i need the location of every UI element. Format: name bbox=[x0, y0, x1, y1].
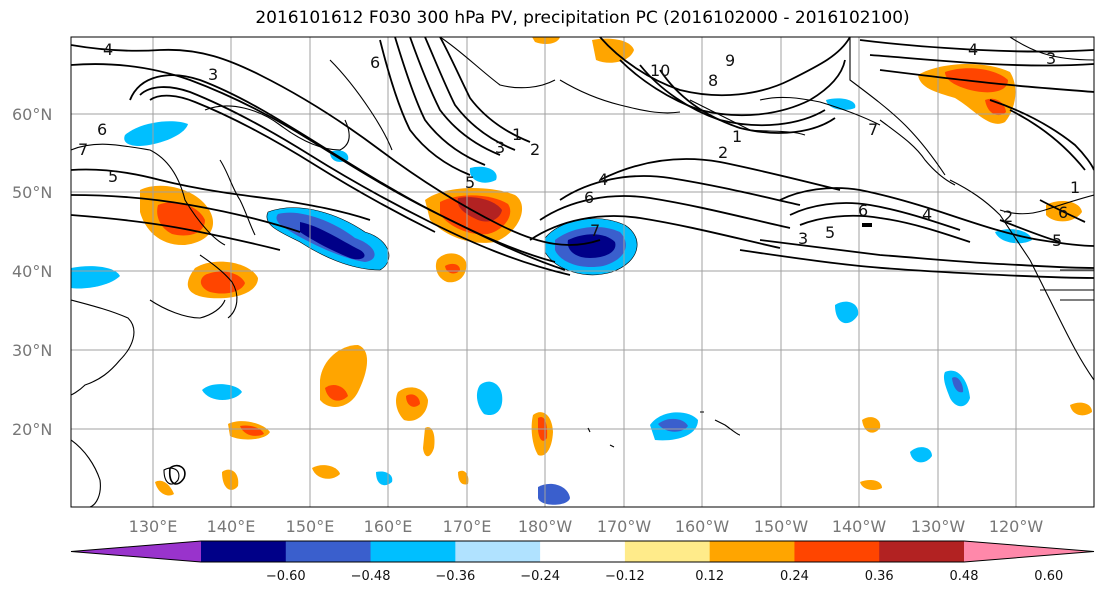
contour-label: 2 bbox=[718, 143, 728, 162]
contour-label: 7 bbox=[868, 120, 878, 139]
contour-label: 5 bbox=[1052, 231, 1062, 250]
lon-label: 130°W bbox=[911, 517, 966, 536]
colorbar-swatch bbox=[370, 541, 456, 562]
contour-label: 7 bbox=[78, 140, 88, 159]
contour-label: 1 bbox=[1070, 178, 1080, 197]
colorbar-tick-label: 0.12 bbox=[695, 569, 724, 584]
contour-label: 10 bbox=[650, 61, 670, 80]
contour-label: 1 bbox=[512, 125, 522, 144]
colorbar-swatch bbox=[794, 541, 880, 562]
colorbar-swatch bbox=[540, 541, 626, 562]
contour-label: 6 bbox=[858, 201, 868, 220]
lon-label: 120°W bbox=[989, 517, 1044, 536]
contour-label: 5 bbox=[825, 223, 835, 242]
contour-label: 5 bbox=[465, 173, 475, 192]
colorbar-swatch bbox=[624, 541, 711, 562]
colorbar-swatch bbox=[709, 541, 795, 562]
coastlines bbox=[71, 37, 1094, 507]
map-frame bbox=[70, 36, 1095, 508]
colorbar-tick-label: −0.60 bbox=[266, 569, 306, 584]
graticule bbox=[71, 37, 1094, 507]
colorbar-tick-label: −0.24 bbox=[520, 569, 560, 584]
lon-label: 160°W bbox=[675, 517, 730, 536]
colorbar-outline bbox=[70, 540, 1095, 563]
colorbar-tick-label: 0.48 bbox=[950, 569, 979, 584]
lat-label: 40°N bbox=[12, 262, 52, 281]
colorbar-swatch bbox=[285, 541, 372, 562]
map-title: 2016101612 F030 300 hPa PV, precipitatio… bbox=[255, 8, 910, 28]
colorbar-swatch bbox=[964, 541, 1094, 562]
lon-label: 170°W bbox=[597, 517, 652, 536]
longitude-labels: 130°E 140°E 150°E 160°E 170°E 180°W 170°… bbox=[129, 517, 1044, 536]
contour-label: 3 bbox=[208, 65, 218, 84]
lon-label: 160°E bbox=[364, 517, 413, 536]
lon-label: 130°E bbox=[129, 517, 178, 536]
colorbar-swatch bbox=[71, 541, 201, 562]
lon-label: 150°W bbox=[754, 517, 809, 536]
contour-label: 7 bbox=[590, 221, 600, 240]
colorbar-tick-label: −0.12 bbox=[605, 569, 645, 584]
lon-label: 150°E bbox=[286, 517, 335, 536]
lon-label: 140°E bbox=[207, 517, 256, 536]
lon-label: 180°W bbox=[518, 517, 573, 536]
contour-label: 4 bbox=[922, 205, 932, 224]
contour-label: 3 bbox=[495, 138, 505, 157]
contour-label: 5 bbox=[108, 167, 118, 186]
contour-label: 3 bbox=[1046, 49, 1056, 68]
colorbar-tick-label: 0.24 bbox=[780, 569, 809, 584]
contour-label: 2 bbox=[530, 140, 540, 159]
colorbar-tick-label: 0.60 bbox=[1034, 569, 1063, 584]
colorbar-tick-label: 0.36 bbox=[865, 569, 894, 584]
contour-label: 9 bbox=[725, 51, 735, 70]
lon-label: 140°W bbox=[832, 517, 887, 536]
contour-label: 6 bbox=[584, 188, 594, 207]
colorbar: −0.60 −0.48 −0.36 −0.24 −0.12 0.12 0.24 0.36 0.4… bbox=[70, 540, 1095, 584]
colorbar-swatch bbox=[879, 541, 965, 562]
contour-label: 6 bbox=[1058, 203, 1068, 222]
contour-label: 3 bbox=[798, 229, 808, 248]
lat-label: 30°N bbox=[12, 341, 52, 360]
contour-labels: 4 3 6 7 5 6 1 2 3 4 5 6 7 8 9 10 1 2 3 4… bbox=[78, 40, 1080, 250]
contour-label: 4 bbox=[968, 40, 978, 59]
lat-label: 60°N bbox=[12, 105, 52, 124]
contour-label: 6 bbox=[370, 53, 380, 72]
lon-label: 170°E bbox=[443, 517, 492, 536]
colorbar-swatch bbox=[201, 541, 287, 562]
lat-label: 50°N bbox=[12, 183, 52, 202]
pv-contours bbox=[71, 37, 1094, 485]
contour-label: 2 bbox=[1003, 207, 1013, 226]
contour-label: 4 bbox=[598, 170, 608, 189]
contour-label: 1 bbox=[732, 127, 742, 146]
lat-label: 20°N bbox=[12, 420, 52, 439]
colorbar-tick-label: −0.48 bbox=[351, 569, 391, 584]
latitude-labels: 60°N 50°N 40°N 30°N 20°N bbox=[12, 105, 52, 439]
contour-label: 6 bbox=[97, 120, 107, 139]
colorbar-tick-label: −0.36 bbox=[435, 569, 475, 584]
contour-label: 8 bbox=[708, 71, 718, 90]
colorbar-swatch bbox=[455, 541, 541, 562]
contour-label: 4 bbox=[103, 40, 113, 59]
